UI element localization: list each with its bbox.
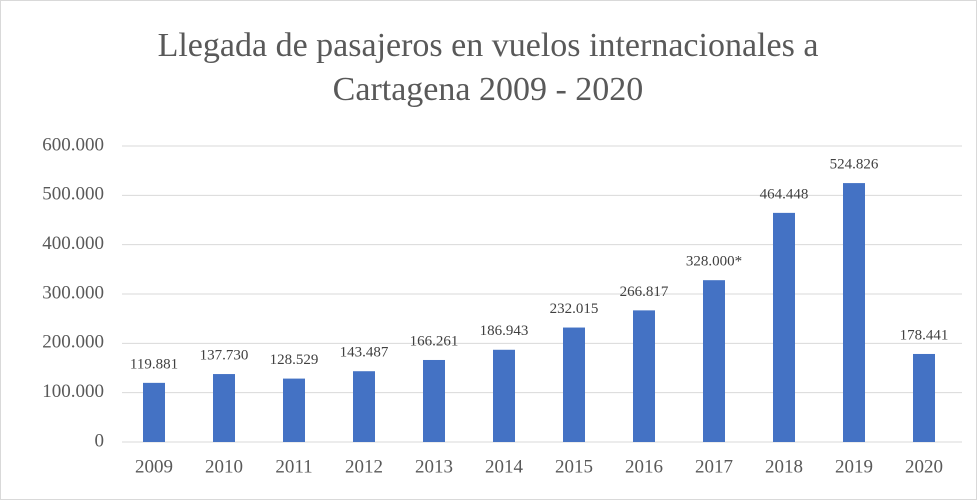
x-tick-label: 2012 [345, 456, 383, 477]
x-tick-label: 2015 [555, 456, 593, 477]
value-label: 178.441 [900, 327, 949, 343]
y-tick-label: 500.000 [42, 184, 104, 205]
x-tick-label: 2020 [905, 456, 943, 477]
x-tick-label: 2013 [415, 456, 453, 477]
x-tick-label: 2016 [625, 456, 663, 477]
x-tick-label: 2018 [765, 456, 803, 477]
bar [703, 280, 725, 442]
value-label: 524.826 [830, 157, 879, 173]
bar [633, 310, 655, 442]
bar [213, 374, 235, 442]
value-label: 232.015 [550, 301, 599, 317]
y-tick-label: 0 [95, 430, 105, 451]
x-tick-label: 2019 [835, 456, 873, 477]
y-tick-label: 400.000 [42, 233, 104, 254]
value-label: 186.943 [480, 323, 529, 339]
bar [353, 371, 375, 442]
bar [913, 353, 935, 442]
x-tick-label: 2017 [695, 456, 733, 477]
value-label: 464.448 [760, 186, 809, 202]
value-label: 128.529 [270, 352, 319, 368]
bar [283, 378, 305, 442]
bar [143, 382, 165, 442]
chart-title: Llegada de pasajeros en vuelos internaci… [157, 27, 819, 108]
bar [773, 212, 795, 442]
bar [843, 183, 865, 442]
bar [423, 359, 445, 442]
value-label: 137.730 [200, 347, 249, 363]
bar [563, 327, 585, 442]
bar [493, 349, 515, 442]
x-tick-label: 2011 [275, 456, 312, 477]
x-tick-label: 2014 [485, 456, 524, 477]
y-tick-label: 300.000 [42, 282, 104, 303]
y-tick-label: 100.000 [42, 381, 104, 402]
value-label: 328.000* [686, 254, 742, 270]
value-label: 119.881 [130, 356, 178, 372]
x-tick-label: 2009 [135, 456, 173, 477]
x-tick-label: 2010 [205, 456, 243, 477]
y-tick-label: 600.000 [42, 134, 104, 155]
value-label: 266.817 [620, 284, 669, 300]
value-label: 143.487 [340, 345, 389, 361]
y-tick-label: 200.000 [42, 332, 104, 353]
value-label: 166.261 [410, 333, 459, 349]
